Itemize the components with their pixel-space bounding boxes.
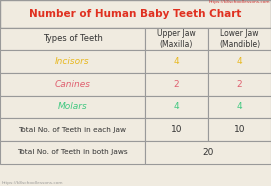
Bar [0,73,145,96]
Text: 10: 10 [234,125,245,134]
Text: Number of Human Baby Teeth Chart: Number of Human Baby Teeth Chart [29,9,242,19]
Bar [208,28,271,50]
Text: Lower Jaw
(Mandible): Lower Jaw (Mandible) [219,29,260,49]
Bar [208,73,271,96]
Text: Molars: Molars [58,102,87,111]
Text: 2: 2 [237,80,242,89]
Bar [145,28,208,50]
Bar [145,50,208,73]
Bar [0,50,145,73]
Bar [145,73,208,96]
Bar [145,118,208,141]
Bar [0,0,271,28]
Text: https://k8schoollessons.com: https://k8schoollessons.com [208,0,270,4]
Bar [145,141,271,164]
Text: https://k8schoollessons.com: https://k8schoollessons.com [1,181,63,185]
Bar [208,50,271,73]
Text: Total No. of Teeth in both Jaws: Total No. of Teeth in both Jaws [17,149,128,155]
Bar [0,118,145,141]
Text: Incisors: Incisors [55,57,90,66]
Text: Types of Teeth: Types of Teeth [43,34,102,43]
Text: 4: 4 [174,57,179,66]
Text: 2: 2 [174,80,179,89]
Text: 4: 4 [237,102,242,111]
Bar [208,118,271,141]
Bar [145,96,208,118]
Text: Upper Jaw
(Maxilla): Upper Jaw (Maxilla) [157,29,196,49]
Text: 10: 10 [171,125,182,134]
Text: 4: 4 [237,57,242,66]
Text: 20: 20 [202,148,214,157]
Text: 4: 4 [174,102,179,111]
Text: Canines: Canines [54,80,91,89]
Bar [208,96,271,118]
Bar [0,28,145,50]
Bar [0,96,145,118]
Text: Total No. of Teeth in each Jaw: Total No. of Teeth in each Jaw [18,127,127,133]
Bar [0,141,145,164]
